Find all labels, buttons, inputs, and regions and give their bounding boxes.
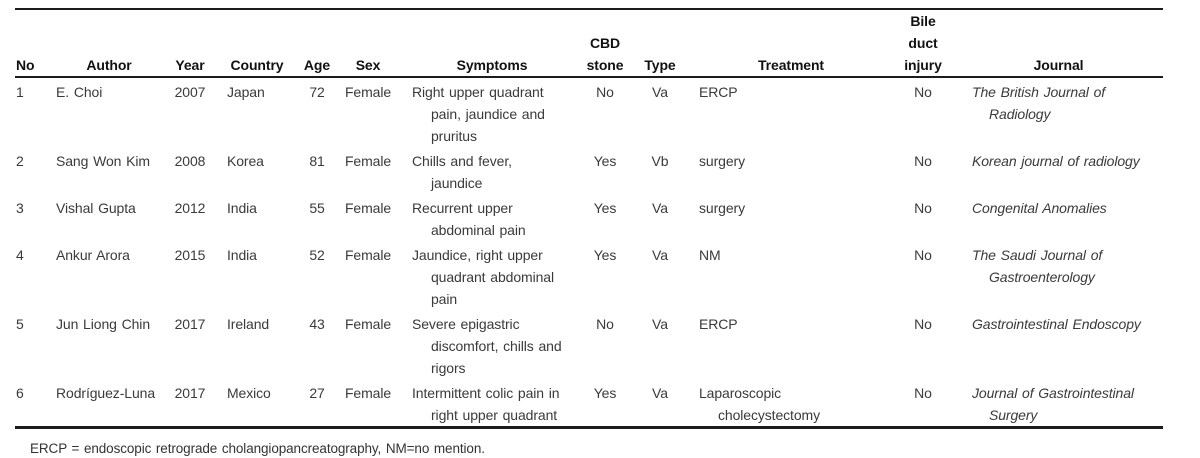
table-body: 1 E. Choi 2007 Japan 72 Female Right upper qua… <box>15 77 1163 428</box>
table-row: 4 Ankur Arora 2015 India 52 Female Jaundice, r… <box>15 241 1163 310</box>
cell-treatment: surgery <box>699 153 745 169</box>
cell-symptoms: Intermittent colic pain in right upper q… <box>412 385 560 423</box>
cell-year: 2017 <box>174 385 206 401</box>
case-reports-table: No Author Year Country Age Sex Symptoms CBD sto… <box>15 8 1163 429</box>
cell-sex: Female <box>344 153 392 169</box>
paper-table-figure: No Author Year Country Age Sex Symptoms CBD sto… <box>15 8 1163 456</box>
header-no: No <box>16 57 35 73</box>
cell-journal: The British Journal of Radiology <box>972 84 1106 122</box>
cell-age: 27 <box>309 385 325 401</box>
cell-treatment: ERCP <box>699 316 738 332</box>
header-row: No Author Year Country Age Sex Symptoms CBD sto… <box>15 9 1163 77</box>
cell-cbd_stone: No <box>596 84 614 100</box>
cell-bile_duct_injury: No <box>914 84 932 100</box>
cell-type: Va <box>652 200 668 216</box>
cell-bile_duct_injury: No <box>914 385 932 401</box>
header-cbd_stone: CBD stone <box>586 35 624 73</box>
cell-sex: Female <box>344 84 392 100</box>
table-row: 3 Vishal Gupta 2012 India 55 Female Recurrent … <box>15 194 1163 241</box>
cell-type: Va <box>652 84 668 100</box>
cell-country: Mexico <box>227 385 271 401</box>
cell-cbd_stone: Yes <box>593 385 617 401</box>
cell-bile_duct_injury: No <box>914 200 932 216</box>
cell-treatment: surgery <box>699 200 745 216</box>
cell-type: Vb <box>651 153 669 169</box>
cell-year: 2007 <box>174 84 206 100</box>
cell-journal: Korean journal of radiology <box>972 153 1140 169</box>
cell-age: 43 <box>309 316 325 332</box>
cell-year: 2008 <box>174 153 206 169</box>
cell-cbd_stone: Yes <box>593 153 617 169</box>
cell-country: Ireland <box>227 316 270 332</box>
cell-no: 4 <box>16 247 24 263</box>
header-age: Age <box>303 57 331 73</box>
cell-symptoms: Right upper quadrant pain, jaundice and … <box>412 84 545 144</box>
cell-cbd_stone: Yes <box>593 200 617 216</box>
header-year: Year <box>175 57 205 73</box>
cell-year: 2012 <box>174 200 206 216</box>
cell-sex: Female <box>344 247 392 263</box>
cell-symptoms: Severe epigastric discomfort, chills and… <box>412 316 562 376</box>
cell-age: 52 <box>309 247 325 263</box>
table-header: No Author Year Country Age Sex Symptoms CBD sto… <box>15 9 1163 77</box>
cell-journal: Journal of Gastrointestinal Surgery <box>972 385 1134 423</box>
cell-author: E. Choi <box>56 84 103 100</box>
cell-symptoms: Recurrent upper abdominal pain <box>412 200 526 238</box>
cell-treatment: Laparoscopic cholecystectomy <box>699 385 820 423</box>
table-row: 1 E. Choi 2007 Japan 72 Female Right upper qua… <box>15 77 1163 147</box>
header-sex: Sex <box>355 57 381 73</box>
cell-journal: The Saudi Journal of Gastroenterology <box>972 247 1103 285</box>
cell-sex: Female <box>344 200 392 216</box>
cell-sex: Female <box>344 316 392 332</box>
cell-age: 81 <box>309 153 325 169</box>
cell-country: Korea <box>227 153 264 169</box>
cell-country: Japan <box>227 84 265 100</box>
cell-bile_duct_injury: No <box>914 153 932 169</box>
header-journal: Journal <box>1033 57 1084 73</box>
cell-bile_duct_injury: No <box>914 247 932 263</box>
cell-author: Sang Won Kim <box>56 153 150 169</box>
table-row: 2 Sang Won Kim 2008 Korea 81 Female Chills and… <box>15 147 1163 194</box>
cell-bile_duct_injury: No <box>914 316 932 332</box>
cell-no: 6 <box>16 385 24 401</box>
header-type: Type <box>644 57 676 73</box>
cell-no: 2 <box>16 153 24 169</box>
cell-country: India <box>227 247 257 263</box>
cell-author: Rodríguez-Luna <box>56 385 155 401</box>
cell-country: India <box>227 200 257 216</box>
cell-cbd_stone: Yes <box>593 247 617 263</box>
header-country: Country <box>230 57 284 73</box>
cell-type: Va <box>652 385 668 401</box>
cell-symptoms: Chills and fever, jaundice <box>412 153 512 191</box>
cell-age: 55 <box>309 200 325 216</box>
cell-author: Jun Liong Chin <box>56 316 150 332</box>
cell-symptoms: Jaundice, right upper quadrant abdominal… <box>412 247 554 307</box>
cell-journal: Congenital Anomalies <box>972 200 1107 216</box>
table-footnote: ERCP = endoscopic retrograde cholangiopa… <box>30 441 485 456</box>
cell-type: Va <box>652 316 668 332</box>
cell-no: 3 <box>16 200 24 216</box>
cell-journal: Gastrointestinal Endoscopy <box>972 316 1141 332</box>
cell-sex: Female <box>344 385 392 401</box>
cell-age: 72 <box>309 84 325 100</box>
header-treatment: Treatment <box>757 57 824 73</box>
header-symptoms: Symptoms <box>456 57 528 73</box>
table-row: 6 Rodríguez-Luna 2017 Mexico 27 Female Intermi… <box>15 379 1163 428</box>
cell-year: 2017 <box>174 316 206 332</box>
cell-treatment: NM <box>699 247 721 263</box>
cell-no: 1 <box>16 84 24 100</box>
cell-author: Ankur Arora <box>56 247 130 263</box>
cell-type: Va <box>652 247 668 263</box>
cell-no: 5 <box>16 316 24 332</box>
table-row: 5 Jun Liong Chin 2017 Ireland 43 Female Severe… <box>15 310 1163 379</box>
cell-treatment: ERCP <box>699 84 738 100</box>
header-bile_duct_injury: Bile duct injury <box>904 13 942 73</box>
cell-year: 2015 <box>174 247 206 263</box>
cell-author: Vishal Gupta <box>56 200 136 216</box>
cell-cbd_stone: No <box>596 316 614 332</box>
header-author: Author <box>86 57 132 73</box>
